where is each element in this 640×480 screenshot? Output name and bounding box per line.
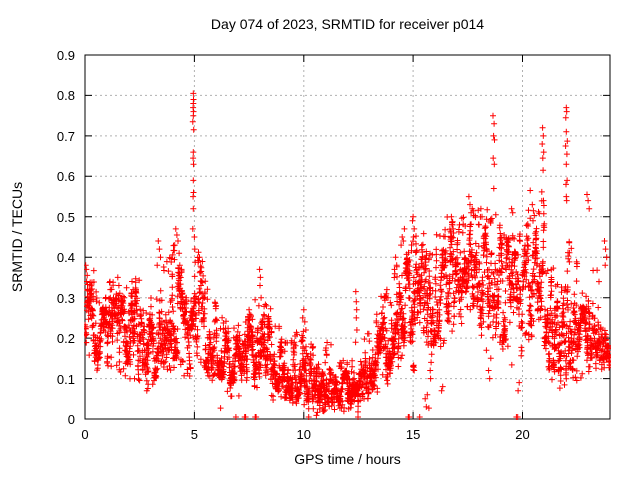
x-tick-label: 10 (296, 427, 311, 442)
x-axis-label: GPS time / hours (294, 451, 401, 467)
y-tick-label: 0.3 (56, 290, 75, 306)
y-tick-label: 0.7 (56, 128, 75, 144)
chart-title: Day 074 of 2023, SRMTID for receiver p01… (210, 16, 485, 32)
y-tick-label: 0.2 (56, 331, 75, 347)
y-tick-label: 0.1 (56, 371, 75, 387)
y-tick-label: 0.6 (56, 169, 75, 185)
y-tick-label: 0.8 (56, 88, 75, 104)
x-tick-label: 0 (81, 427, 89, 442)
x-tick-label: 5 (190, 427, 198, 442)
y-axis-label: SRMTID / TECUs (9, 181, 25, 293)
x-tick-label: 20 (515, 427, 530, 442)
plot-border (84, 54, 611, 420)
x-tick-label: 15 (405, 427, 421, 442)
y-tick-label: 0.5 (56, 209, 75, 225)
scatter-points (84, 90, 611, 420)
y-tick-label: 0 (67, 412, 75, 427)
y-tick-label: 0.9 (56, 48, 75, 63)
y-tick-label: 0.4 (56, 250, 75, 266)
